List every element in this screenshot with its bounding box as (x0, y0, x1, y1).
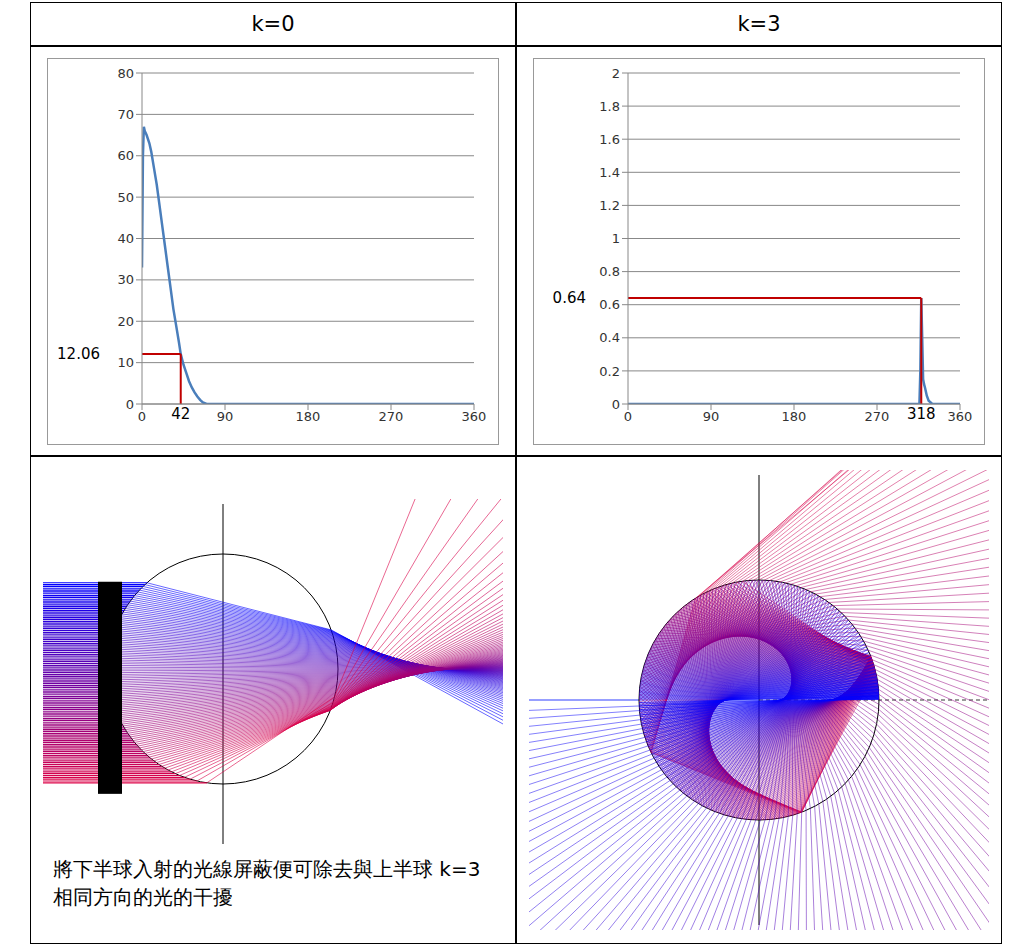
svg-text:1.4: 1.4 (599, 164, 620, 179)
svg-text:1.6: 1.6 (599, 131, 620, 146)
svg-text:1.2: 1.2 (599, 198, 620, 213)
svg-text:90: 90 (703, 409, 720, 424)
svg-text:0.2: 0.2 (599, 363, 620, 378)
svg-text:20: 20 (117, 313, 134, 328)
svg-text:360: 360 (948, 409, 973, 424)
svg-text:0.8: 0.8 (599, 264, 620, 279)
svg-text:180: 180 (782, 409, 807, 424)
svg-text:90: 90 (217, 409, 234, 424)
svg-text:2: 2 (612, 65, 620, 80)
svg-text:0: 0 (612, 396, 620, 411)
svg-text:10: 10 (117, 355, 134, 370)
svg-text:0.6: 0.6 (599, 297, 620, 312)
svg-text:360: 360 (462, 409, 487, 424)
svg-text:1: 1 (612, 231, 620, 246)
html-text:k=3: k=3 (737, 12, 781, 36)
svg-text:0: 0 (624, 409, 632, 424)
svg-text:0.64: 0.64 (553, 289, 586, 307)
svg-text:60: 60 (117, 148, 134, 163)
svg-text:12.06: 12.06 (57, 345, 100, 363)
svg-text:40: 40 (117, 231, 134, 246)
svg-text:0: 0 (138, 409, 146, 424)
svg-text:180: 180 (296, 409, 321, 424)
svg-text:318: 318 (907, 404, 936, 422)
html-text:k=0: k=0 (251, 12, 295, 36)
svg-text:1.8: 1.8 (599, 98, 620, 113)
svg-text:80: 80 (117, 65, 134, 80)
html-text:將下半球入射的光線屏蔽便可除去與上半球 k=3 相同方向的光: 將下半球入射的光線屏蔽便可除去與上半球 k=3 相同方向的光的干擾 (53, 857, 481, 909)
svg-text:30: 30 (117, 272, 134, 287)
svg-text:270: 270 (379, 409, 404, 424)
svg-text:50: 50 (117, 189, 134, 204)
svg-text:42: 42 (171, 404, 190, 422)
svg-text:0.4: 0.4 (599, 330, 620, 345)
svg-text:70: 70 (117, 106, 134, 121)
svg-text:0: 0 (126, 396, 134, 411)
svg-text:270: 270 (865, 409, 890, 424)
